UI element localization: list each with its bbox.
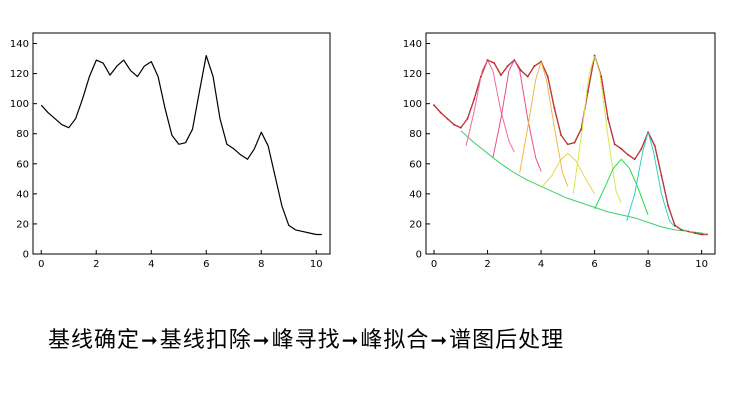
data-point (613, 143, 616, 146)
data-point (667, 204, 670, 207)
data-point (446, 117, 449, 120)
data-point (593, 54, 596, 57)
x-tick-label: 0 (38, 259, 44, 270)
y-tick-label: 60 (409, 159, 422, 170)
x-tick-label: 4 (538, 259, 544, 270)
data-point (453, 123, 455, 126)
series-line-3 (465, 59, 515, 153)
arrow-icon: ➞ (341, 328, 360, 352)
y-tick-label: 140 (10, 39, 29, 50)
step-peak-finding: 峰寻找 (271, 328, 341, 353)
plot-frame (425, 32, 716, 255)
data-point (526, 75, 529, 78)
data-point (540, 60, 542, 63)
data-point (600, 75, 603, 78)
data-point (566, 143, 569, 146)
data-point (466, 117, 469, 120)
x-tick-label: 6 (203, 259, 209, 270)
arrow-icon: ➞ (141, 328, 159, 352)
data-point (580, 128, 583, 131)
data-point (620, 147, 623, 150)
x-tick-label: 10 (310, 259, 323, 270)
data-point (520, 69, 522, 72)
data-point (706, 233, 708, 236)
data-point (433, 104, 435, 107)
data-point (533, 65, 536, 67)
series-line-4 (492, 59, 542, 172)
data-point (459, 126, 462, 129)
data-point (573, 141, 576, 144)
data-point (640, 147, 643, 150)
data-point (627, 153, 629, 156)
step-post-processing: 谱图后处理 (449, 328, 565, 353)
plot-frame (32, 32, 331, 255)
data-point (439, 111, 442, 114)
data-point (660, 174, 663, 177)
data-point (473, 98, 476, 101)
series-line-5 (519, 61, 569, 187)
data-point (633, 158, 636, 161)
y-tick-label: 40 (409, 189, 422, 200)
x-tick-label: 6 (591, 259, 597, 270)
x-tick-label: 2 (484, 259, 490, 270)
workflow-caption: 基线确定➞基线扣除➞峰寻找➞峰拟合➞谱图后处理 (48, 322, 728, 354)
series-line-2 (460, 130, 708, 235)
data-point (560, 134, 563, 137)
x-tick-label: 8 (645, 259, 651, 270)
y-tick-label: 140 (403, 39, 422, 50)
data-point (553, 107, 556, 110)
data-point (493, 62, 496, 64)
y-tick-label: 0 (416, 250, 422, 261)
series-line-0 (40, 54, 322, 236)
step-baseline-subtraction: 基线扣除 (159, 328, 252, 353)
x-tick-label: 10 (695, 259, 708, 270)
data-point (607, 117, 609, 120)
data-point (506, 65, 509, 67)
step-baseline-determination: 基线确定 (48, 328, 141, 353)
y-tick-label: 60 (16, 159, 29, 170)
series-line-7 (572, 55, 622, 204)
arrow-icon: ➞ (252, 328, 271, 352)
y-tick-label: 80 (16, 129, 29, 140)
x-tick-label: 0 (431, 259, 437, 270)
chart-panel-left: 0 2 4 6 8 10 0 20 40 60 80 100 120 140 (0, 0, 345, 280)
y-tick-label: 120 (403, 69, 422, 80)
data-point (513, 59, 516, 61)
chart-panel-right: 0 2 4 6 8 10 0 20 40 60 80 100 120 140 (395, 0, 730, 280)
data-point (586, 90, 589, 93)
series-line-6 (540, 152, 596, 195)
x-tick-label: 4 (148, 259, 154, 270)
data-point (546, 75, 549, 78)
y-tick-label: 40 (16, 189, 29, 200)
data-point (647, 131, 650, 134)
data-point (700, 233, 703, 236)
data-point (673, 224, 676, 227)
y-tick-label: 120 (10, 69, 29, 80)
data-point (687, 230, 690, 233)
y-tick-label: 0 (23, 250, 29, 261)
data-point (680, 229, 683, 231)
y-tick-label: 20 (409, 219, 422, 230)
data-point (479, 75, 482, 78)
y-tick-label: 80 (409, 129, 422, 140)
step-peak-fitting: 峰拟合 (360, 328, 430, 353)
y-tick-label: 100 (10, 99, 29, 110)
data-point (694, 232, 696, 234)
data-point (500, 74, 502, 76)
series-line-9 (626, 131, 676, 228)
arrow-icon: ➞ (430, 328, 449, 352)
data-point (653, 144, 656, 147)
data-point (486, 59, 489, 61)
series-line-8 (594, 158, 649, 216)
x-tick-label: 2 (93, 259, 99, 270)
y-tick-label: 100 (403, 99, 422, 110)
y-tick-label: 20 (16, 219, 29, 230)
x-tick-label: 8 (258, 259, 264, 270)
